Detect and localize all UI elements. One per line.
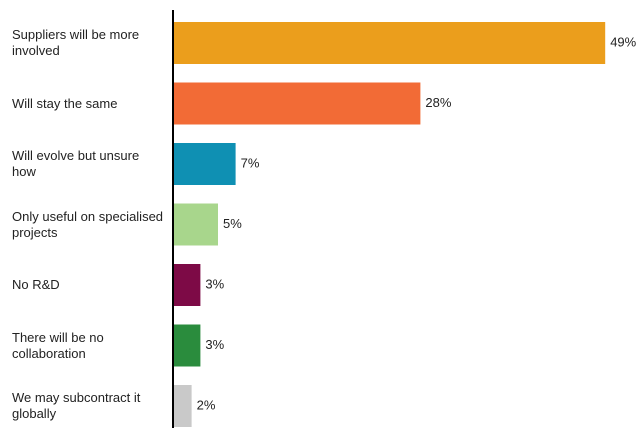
value-label: 7% [241,155,260,170]
bar [174,22,606,64]
value-label: 49% [610,34,636,49]
category-label: No R&D [12,277,60,292]
bar [174,264,201,306]
bar [174,143,236,185]
bar [174,324,201,367]
bar [174,385,192,427]
category-label: Will stay the same [12,95,118,111]
category-label: Suppliers will be more involved [12,27,140,58]
bar [174,82,421,125]
value-label: 3% [205,337,224,352]
value-label: 28% [425,95,451,110]
category-label: We may subcontract it globally [12,390,141,421]
value-label: 3% [205,276,224,291]
value-label: 5% [223,216,242,231]
bar [174,203,218,246]
category-label: There will be no collaboration [12,329,104,361]
category-label: Will evolve but unsure how [12,148,140,179]
value-label: 2% [197,397,216,412]
category-label: Only useful on specialised projects [12,208,164,240]
